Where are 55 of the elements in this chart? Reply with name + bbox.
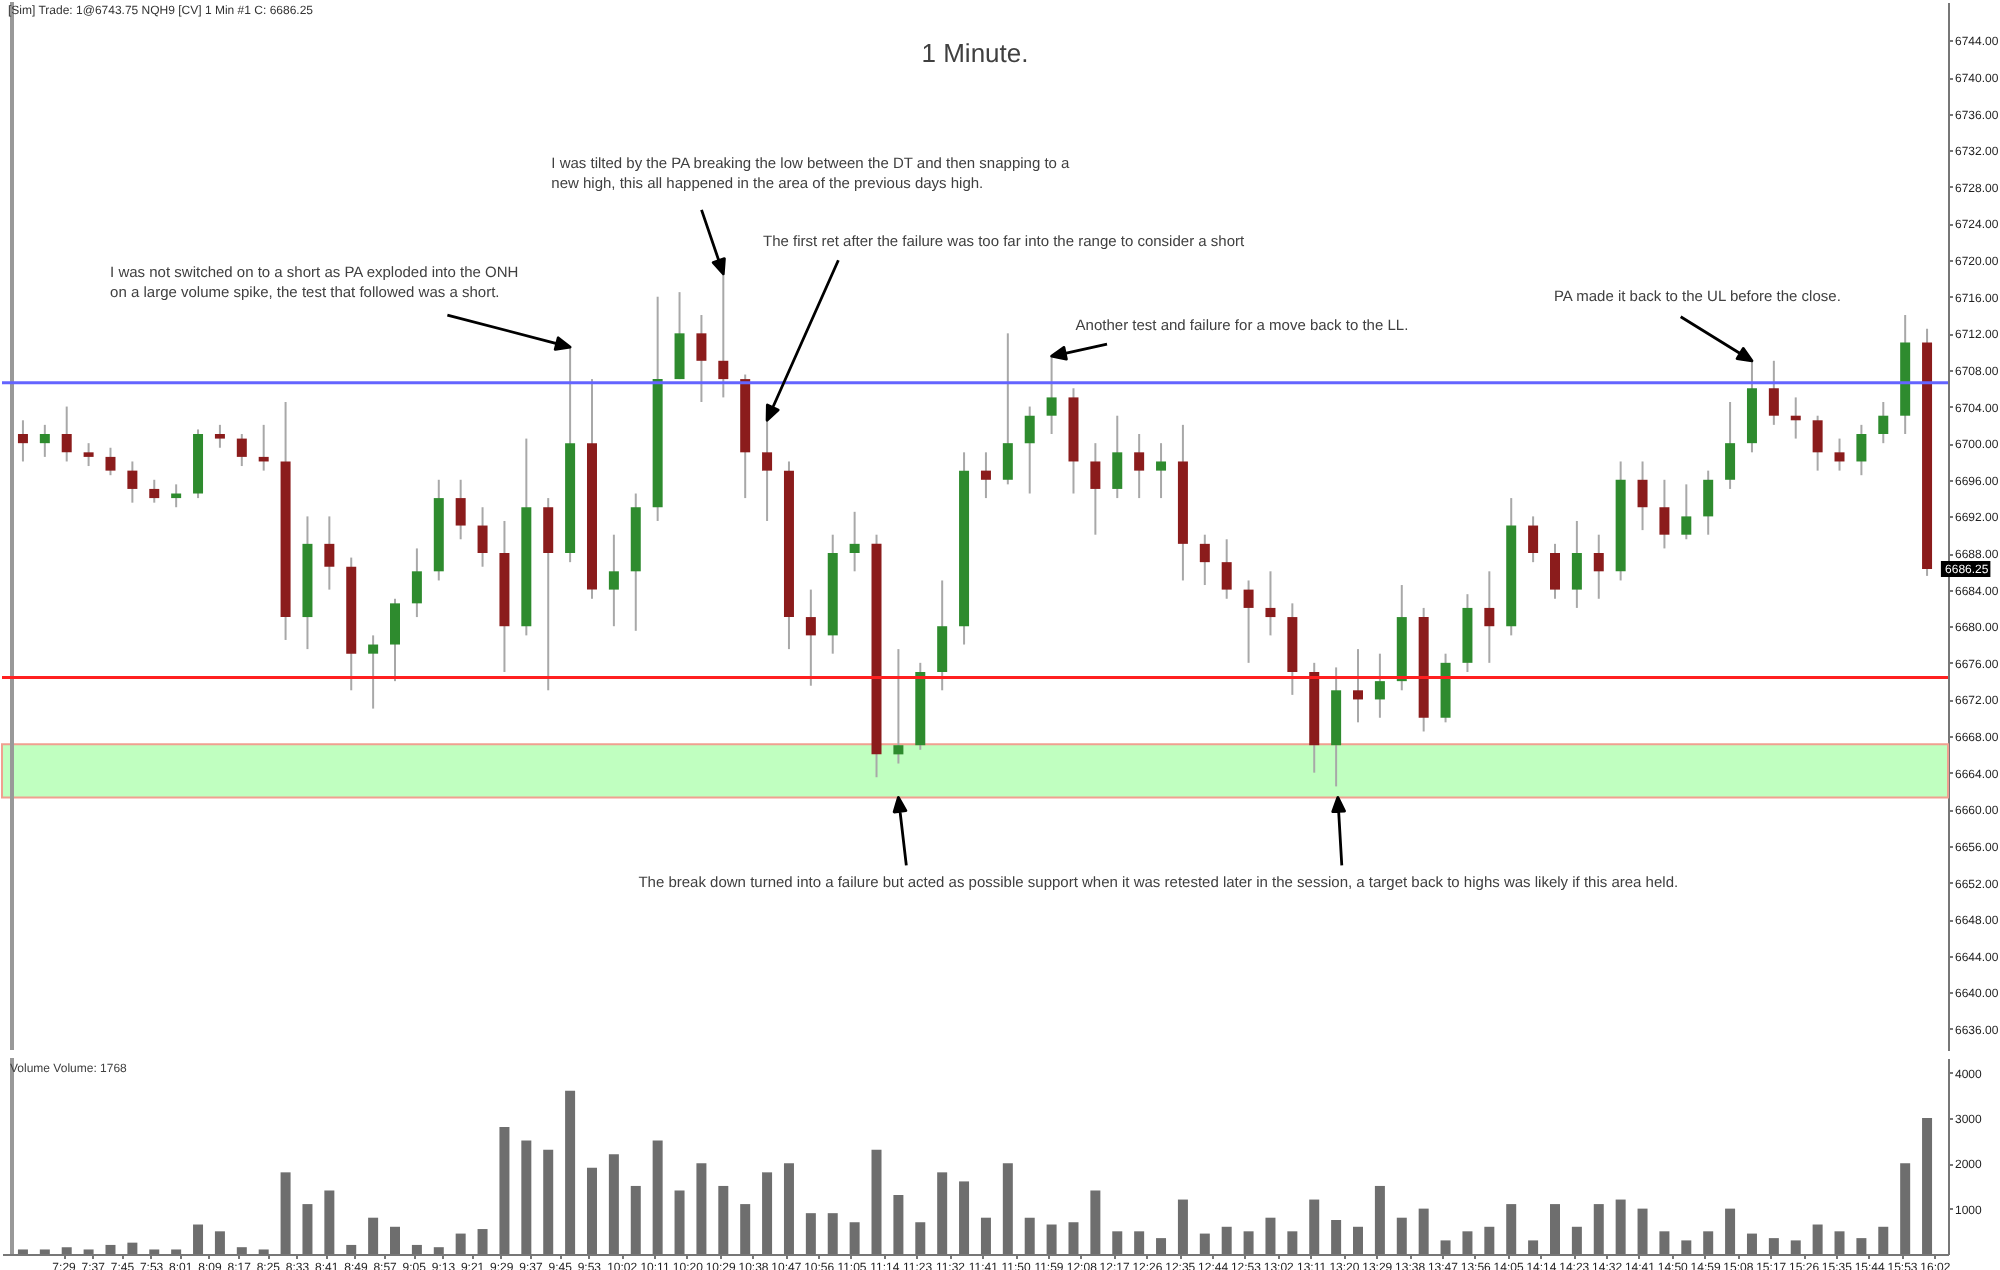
candlestick xyxy=(608,533,619,628)
candlestick xyxy=(1090,442,1101,536)
candlestick xyxy=(411,547,422,619)
candlestick xyxy=(1703,469,1714,536)
candlestick xyxy=(324,515,335,591)
candlestick xyxy=(1549,542,1560,600)
text: 1 Minute. xyxy=(921,38,1029,68)
candlestick xyxy=(762,419,773,522)
candlestick xyxy=(214,423,225,449)
candlestick xyxy=(849,510,860,573)
candlestick xyxy=(1593,533,1604,600)
candlestick xyxy=(1856,423,1867,477)
candlestick xyxy=(1484,570,1495,664)
candlestick xyxy=(1374,652,1385,719)
candlestick xyxy=(1812,414,1823,472)
candlestick xyxy=(127,460,138,504)
candlestick xyxy=(1199,533,1210,587)
candlestick xyxy=(83,442,94,468)
candlestick xyxy=(1002,332,1013,486)
candlestick xyxy=(39,423,50,458)
candlestick xyxy=(1353,648,1364,724)
candlestick xyxy=(937,579,948,692)
candlestick xyxy=(105,446,116,477)
candlestick xyxy=(1221,538,1232,600)
candlestick xyxy=(1834,437,1845,472)
candlestick xyxy=(390,597,401,683)
candlestick xyxy=(674,291,685,381)
candlestick xyxy=(477,506,488,568)
candlestick xyxy=(805,588,816,687)
candlestick xyxy=(1659,478,1670,550)
candlestick xyxy=(1528,515,1539,564)
candlestick xyxy=(17,419,28,463)
candlestick xyxy=(1768,359,1779,426)
candlestick xyxy=(893,648,904,765)
candlestick xyxy=(696,314,707,403)
candlestick xyxy=(718,272,729,399)
candlestick xyxy=(149,478,160,504)
candlestick xyxy=(1156,442,1167,500)
candlestick xyxy=(1024,405,1035,495)
candlestick xyxy=(455,478,466,541)
candlestick xyxy=(1878,400,1889,445)
candlestick xyxy=(543,497,554,692)
candlestick xyxy=(368,634,379,710)
candlestick xyxy=(980,451,991,500)
candlestick xyxy=(1725,400,1736,490)
candlestick xyxy=(1265,570,1276,637)
candlestick xyxy=(1112,414,1123,500)
candlestick xyxy=(1637,460,1648,532)
candlestick xyxy=(236,433,247,468)
candlestick xyxy=(1681,483,1692,541)
candlestick xyxy=(61,405,72,463)
candlestick xyxy=(1243,579,1254,664)
candlestick xyxy=(1046,355,1057,436)
candlestick xyxy=(1571,519,1582,609)
candlestick xyxy=(1134,433,1145,500)
